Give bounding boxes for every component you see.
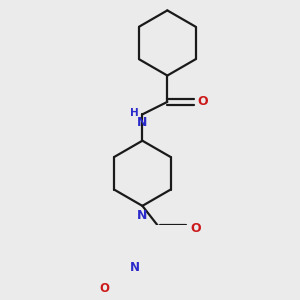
Text: N: N: [137, 209, 148, 222]
Text: N: N: [130, 261, 140, 274]
Text: O: O: [198, 95, 208, 108]
Text: O: O: [190, 221, 201, 235]
Text: O: O: [99, 282, 109, 295]
Text: H: H: [130, 108, 139, 118]
Text: N: N: [137, 116, 148, 129]
